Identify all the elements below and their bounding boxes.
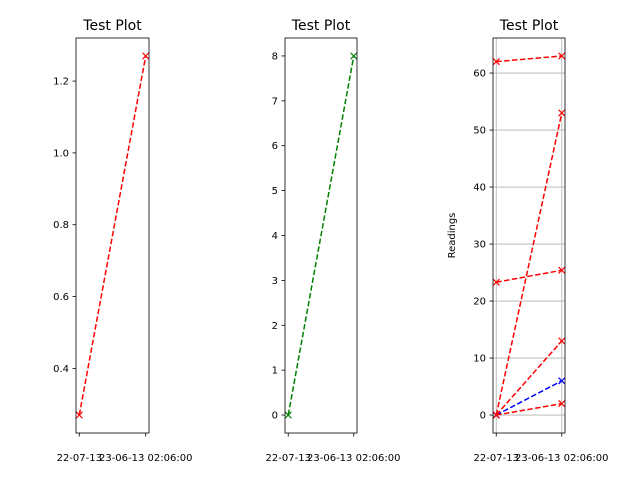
y-tick-label: 10 [473,354,486,365]
y-tick-label: 0 [272,411,278,422]
y-tick-label: 40 [473,183,486,194]
series-line [495,112,563,416]
series-line [78,55,147,416]
y-tick-label: 5 [272,186,278,197]
data-point-marker [558,400,566,408]
y-tick-label: 8 [272,51,278,62]
marker-stroke [350,52,358,60]
axes-frame [75,37,150,434]
x-tick-label: 23-06-13 02:06:00 [307,453,400,464]
y-tick-label: 20 [473,297,486,308]
marker-stroke [142,52,150,60]
y-tick-label: 2 [272,321,278,332]
y-tick-label: 6 [272,141,278,152]
data-point-marker [558,109,566,117]
marker-stroke [492,278,500,286]
marker-stroke [284,411,292,419]
chart-title: Test Plot [82,18,142,34]
y-tick-label: 1.2 [53,77,69,88]
y-tick-label: 7 [272,96,278,107]
marker-stroke [75,411,83,419]
marker-stroke [492,411,500,419]
data-point-marker [350,52,358,60]
data-point-marker [142,52,150,60]
data-point-marker [284,411,292,419]
data-point-marker [492,58,500,66]
y-tick-label: 4 [272,231,278,242]
y-tick-label: 0.8 [53,220,69,231]
y-tick-label: 3 [272,276,278,287]
data-point-marker [558,377,566,385]
marker-stroke [492,58,500,66]
series-line [495,340,563,416]
data-point-marker [558,266,566,274]
y-tick-label: 1 [272,366,278,377]
x-tick-label: 23-06-13 02:06:00 [99,453,192,464]
y-tick-label: 0.4 [53,364,69,375]
marker-stroke [558,400,566,408]
series-line [496,269,562,283]
y-tick-label: 30 [473,240,486,251]
y-tick-label: 50 [473,126,486,137]
y-tick-label: 1.0 [53,148,69,159]
x-tick-label: 22-07-13 [474,453,519,464]
series-line [496,402,562,416]
y-tick-label: 60 [473,69,486,80]
marker-stroke [558,337,566,345]
marker-stroke [558,52,566,60]
marker-stroke [558,377,566,385]
chart-title: Test Plot [499,18,559,34]
series-line [496,55,562,63]
data-point-marker [492,411,500,419]
x-tick-label: 22-07-13 [266,453,311,464]
marker-stroke [558,109,566,117]
data-point-marker [492,278,500,286]
x-tick-label: 23-06-13 02:06:00 [515,453,608,464]
x-tick-label: 22-07-13 [57,453,102,464]
data-point-marker [558,52,566,60]
y-tick-label: 0.6 [53,292,69,303]
chart-title: Test Plot [291,18,351,34]
axes-frame [492,37,566,434]
y-tick-label: 0 [480,411,486,422]
y-axis-label: Readings [447,213,458,259]
series-line [287,55,355,416]
data-point-marker [558,337,566,345]
series-line [495,380,563,416]
data-point-marker [75,411,83,419]
marker-stroke [558,266,566,274]
